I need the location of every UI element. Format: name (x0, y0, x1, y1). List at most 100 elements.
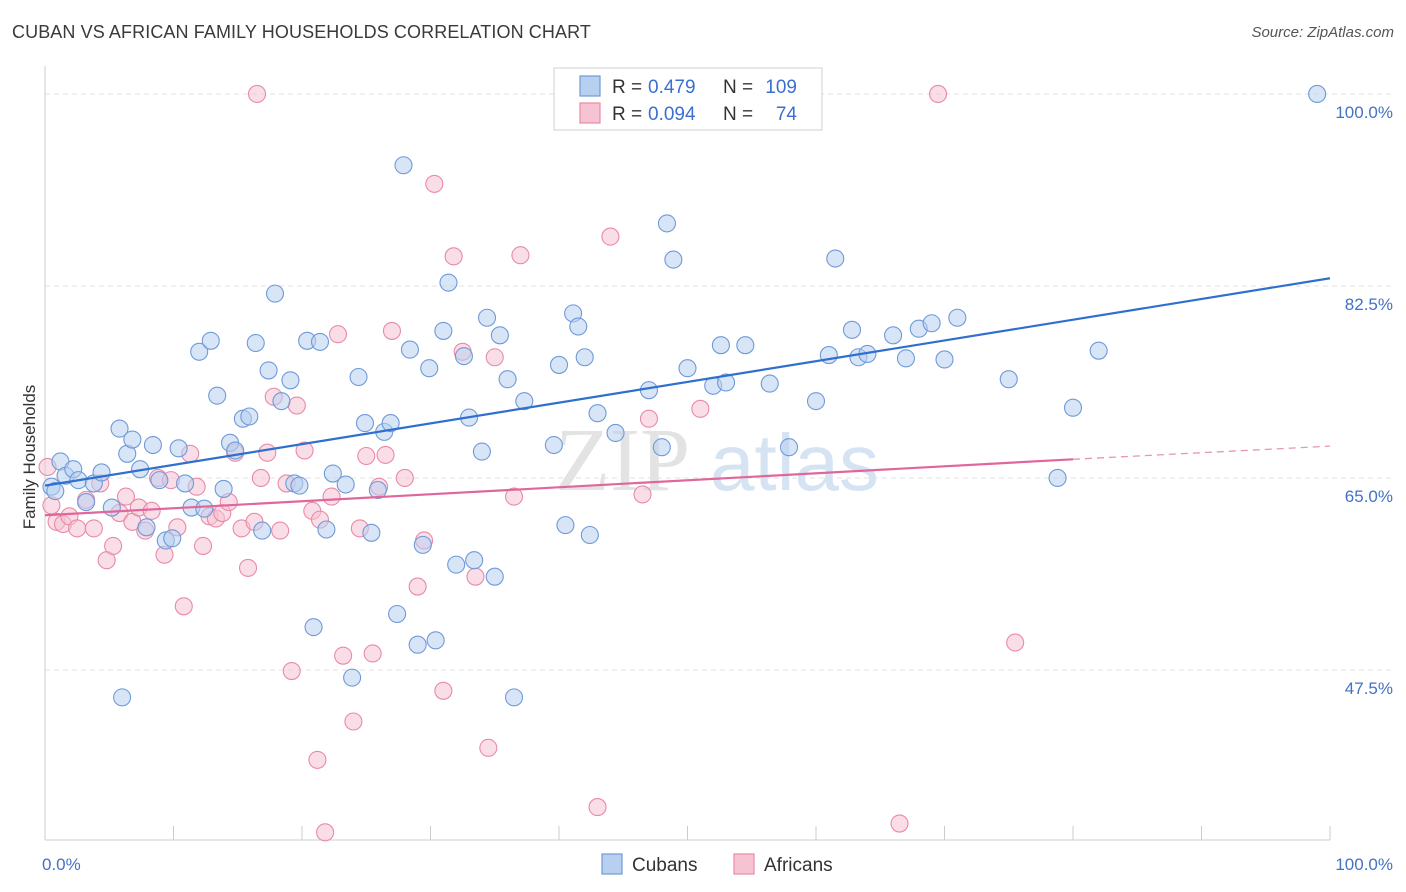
point-africans-46 (328, 325, 348, 344)
point-cubans-12 (123, 430, 142, 449)
point-cubans-23 (195, 499, 214, 518)
point-africans-65 (504, 487, 524, 506)
trendline-africans (44, 458, 1074, 517)
point-cubans-45 (343, 668, 362, 687)
point-cubans-94 (842, 320, 862, 339)
point-cubans-87 (716, 373, 736, 392)
point-cubans-66 (477, 308, 497, 327)
point-cubans-105 (1063, 398, 1083, 417)
point-cubans-89 (760, 374, 779, 393)
legend-r-value-cubans: 0.479 (648, 77, 696, 98)
point-africans-48 (344, 712, 363, 731)
series-legend: Cubans Africans (601, 853, 833, 876)
point-cubans-44 (336, 475, 355, 494)
point-cubans-71 (544, 435, 563, 455)
trendline-cubans (44, 277, 1331, 487)
point-africans-38 (282, 661, 301, 681)
point-africans-74 (1006, 633, 1025, 652)
legend-n-value-africans: 74 (776, 104, 798, 125)
point-cubans-97 (884, 326, 903, 345)
point-africans-40 (295, 441, 314, 460)
point-cubans-90 (779, 438, 799, 457)
point-cubans-108 (504, 688, 524, 707)
point-cubans-68 (490, 326, 509, 345)
y-tick-label-3: 100.0% (1335, 103, 1393, 122)
point-cubans-25 (208, 386, 227, 405)
point-cubans-83 (664, 250, 683, 269)
point-cubans-34 (265, 284, 285, 303)
point-cubans-49 (368, 480, 387, 500)
point-africans-9 (104, 536, 123, 556)
y-tick-label-0: 47.5% (1345, 679, 1393, 698)
point-cubans-33 (259, 361, 278, 380)
watermark-atlas: atlas (710, 418, 879, 507)
series-cubans (42, 84, 1327, 707)
point-africans-4 (68, 519, 87, 538)
point-cubans-48 (362, 523, 381, 542)
point-cubans-70 (515, 392, 534, 411)
point-cubans-58 (426, 631, 445, 650)
point-africans-44 (316, 823, 335, 842)
point-cubans-103 (999, 370, 1018, 389)
axes (44, 66, 1331, 841)
point-africans-69 (633, 485, 652, 504)
point-africans-56 (408, 577, 427, 596)
point-africans-54 (382, 321, 402, 340)
point-cubans-69 (498, 370, 517, 389)
point-africans-53 (376, 445, 395, 464)
point-cubans-26 (214, 479, 233, 498)
point-cubans-24 (201, 331, 220, 350)
point-africans-70 (639, 409, 659, 428)
point-cubans-84 (678, 359, 697, 378)
point-cubans-38 (290, 476, 309, 495)
point-cubans-75 (569, 317, 588, 336)
point-cubans-54 (400, 340, 419, 359)
point-cubans-73 (556, 516, 575, 535)
point-cubans-52 (388, 604, 407, 624)
point-africans-55 (395, 468, 414, 487)
point-cubans-15 (143, 435, 162, 455)
point-cubans-61 (447, 555, 466, 574)
legend-r-label-africans: R = (612, 104, 642, 125)
point-cubans-30 (240, 407, 259, 426)
point-africans-59 (434, 681, 453, 700)
point-cubans-59 (434, 321, 453, 340)
point-cubans-67 (485, 567, 504, 586)
point-cubans-35 (272, 392, 291, 411)
point-cubans-20 (176, 474, 195, 493)
legend-r-label-cubans: R = (612, 77, 642, 98)
point-cubans-53 (394, 156, 413, 175)
legend-n-label-cubans: N = (723, 77, 753, 98)
point-africans-64 (485, 348, 504, 367)
point-africans-73 (929, 84, 948, 103)
point-cubans-40 (304, 618, 323, 637)
point-cubans-65 (472, 442, 491, 461)
point-cubans-104 (1048, 468, 1067, 487)
point-cubans-42 (317, 520, 336, 539)
point-cubans-64 (465, 551, 484, 570)
point-cubans-19 (169, 439, 188, 458)
point-cubans-46 (349, 367, 368, 387)
point-cubans-22 (190, 342, 209, 361)
legend-swatch-africans (579, 102, 601, 124)
watermark: ZIP atlas (555, 411, 879, 510)
point-cubans-77 (580, 525, 599, 545)
point-cubans-1 (46, 482, 65, 501)
point-africans-33 (251, 468, 270, 487)
bottom-legend-label-africans: Africans (764, 855, 833, 876)
point-africans-23 (194, 536, 213, 556)
y-tick-label-1: 65.0% (1345, 487, 1393, 506)
legend-swatch-cubans (579, 75, 601, 97)
point-cubans-62 (454, 347, 473, 366)
point-africans-36 (271, 521, 290, 540)
point-cubans-79 (606, 423, 625, 443)
point-cubans-81 (652, 438, 671, 457)
point-cubans-43 (323, 464, 342, 483)
legend-n-value-cubans: 109 (765, 77, 797, 98)
point-africans-60 (444, 247, 463, 266)
point-africans-30 (238, 558, 258, 577)
bottom-legend-swatch-africans (733, 853, 755, 875)
point-cubans-31 (246, 333, 265, 353)
point-africans-11 (116, 487, 136, 506)
